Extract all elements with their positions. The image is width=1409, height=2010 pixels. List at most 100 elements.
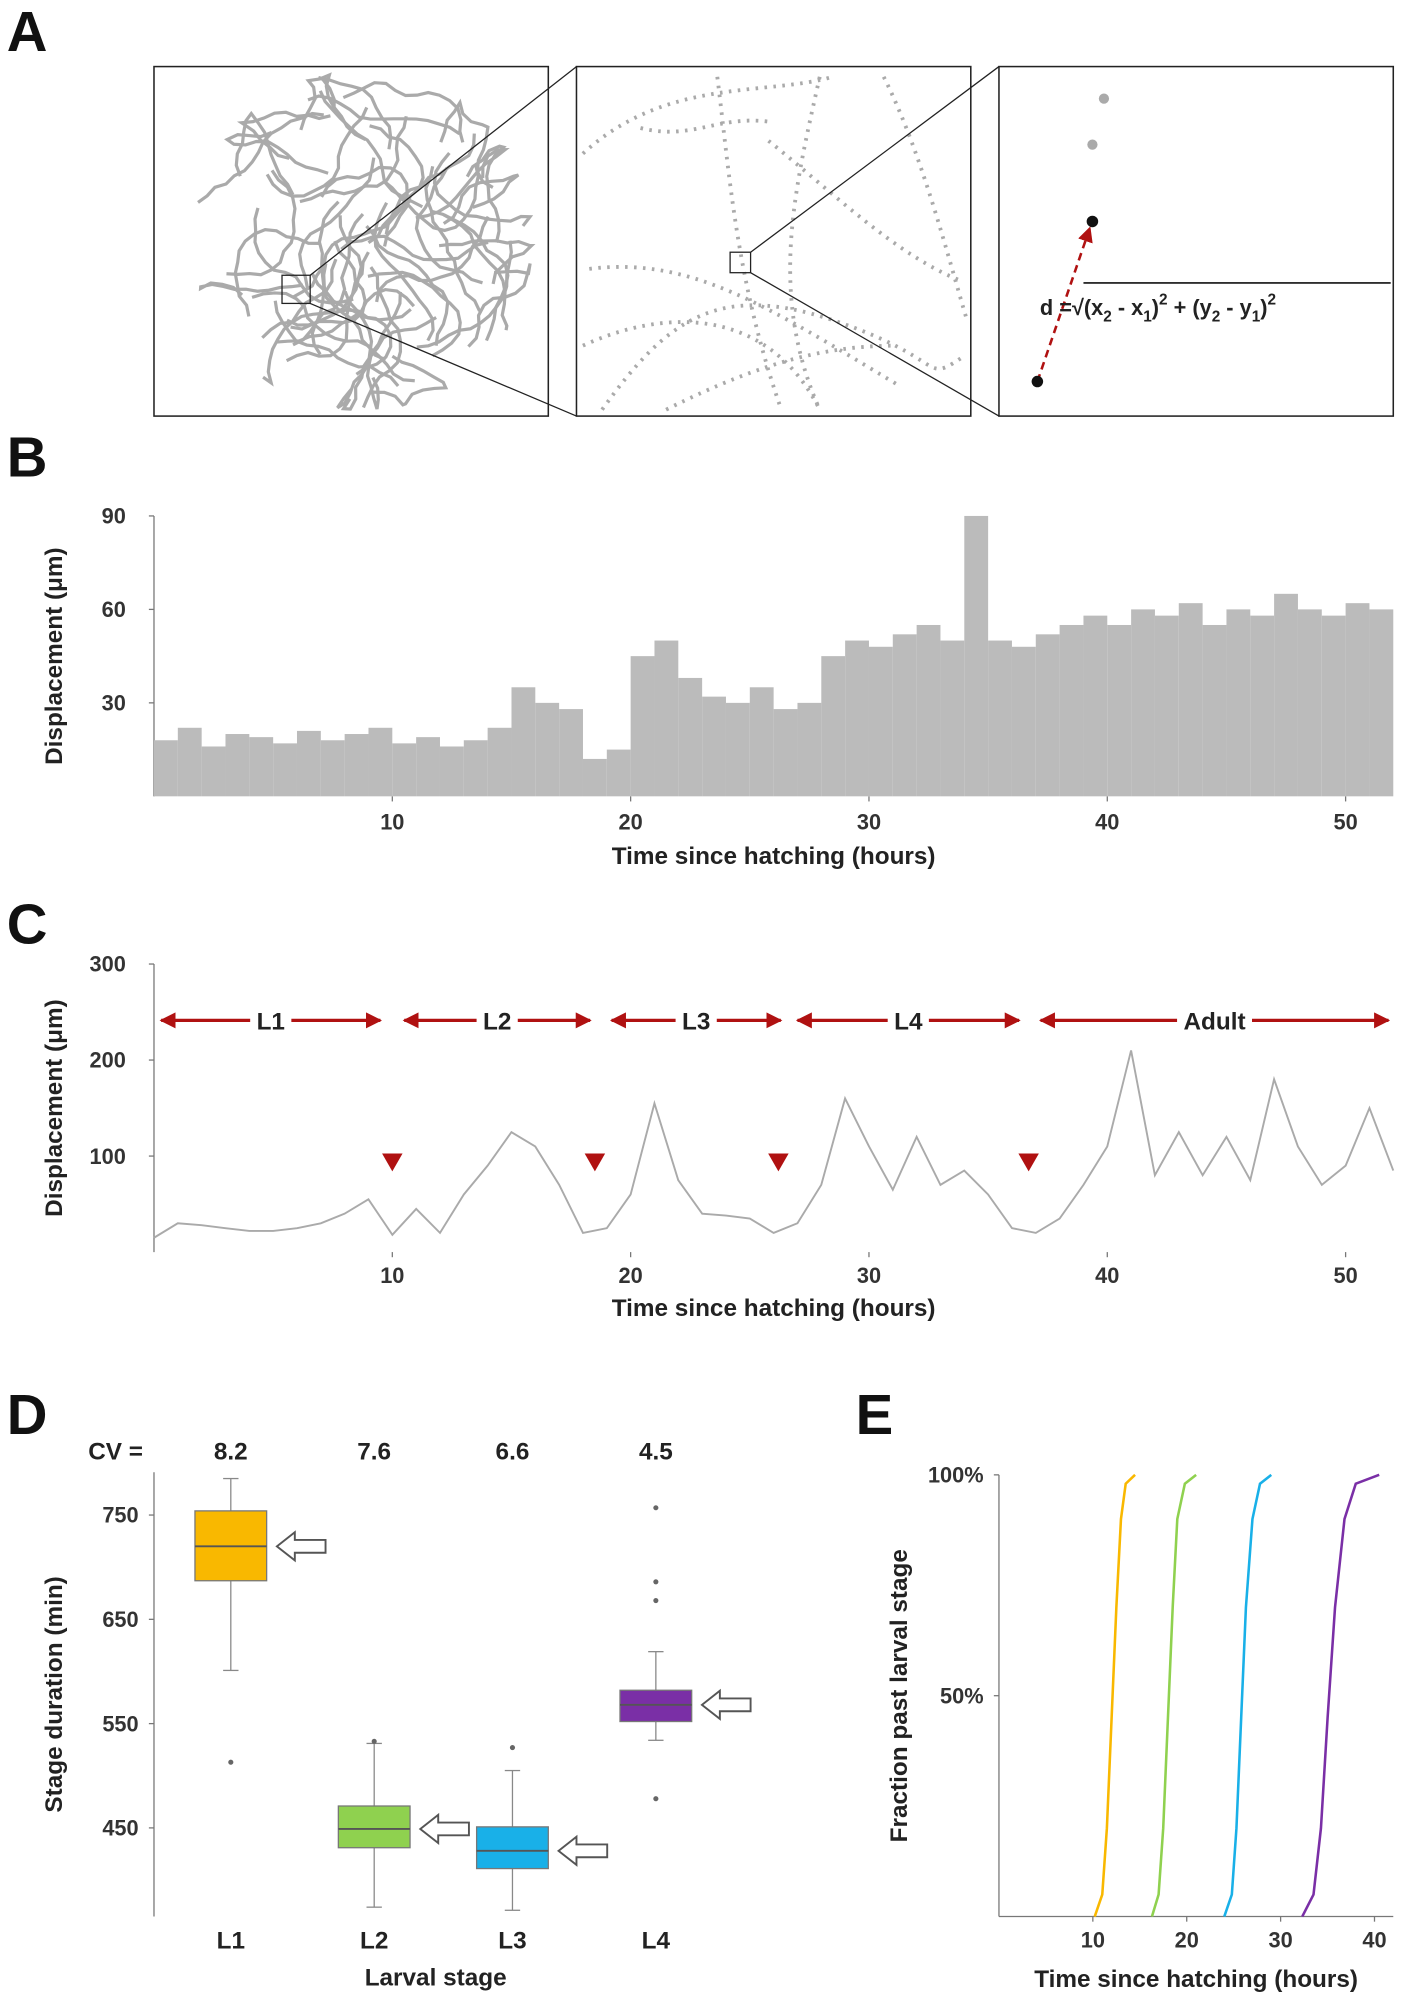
bar [821, 656, 846, 797]
x-axis-title: Time since hatching (hours) [1034, 1966, 1358, 1993]
cv-value: 8.2 [214, 1438, 248, 1465]
bar [725, 702, 750, 797]
y-tick-label: 50% [940, 1683, 984, 1708]
x-tick-label: L3 [498, 1928, 526, 1955]
trajectory [298, 157, 376, 288]
outlier [653, 1505, 659, 1511]
trajectory [372, 354, 449, 407]
trajectory [251, 291, 387, 362]
bar [249, 737, 274, 797]
bar [273, 743, 297, 797]
stage-label: L2 [483, 1008, 511, 1035]
y-tick-label: 30 [102, 691, 126, 716]
trajectory [432, 151, 534, 227]
bar [296, 730, 321, 797]
bar [463, 740, 488, 797]
trajectory [465, 144, 507, 243]
trajectory [197, 111, 324, 204]
zoom-box [281, 274, 311, 305]
formula-part: 2 [1267, 292, 1276, 309]
bar [153, 740, 178, 797]
frame [153, 65, 550, 417]
stage-label-bg [250, 1007, 292, 1034]
y-tick-label: 100 [90, 1144, 126, 1169]
line [1223, 1473, 1273, 1917]
trajectory [273, 300, 400, 388]
bar [201, 746, 226, 797]
stage-label-bg [675, 1007, 717, 1034]
y-tick-label: 450 [102, 1816, 138, 1841]
bar [797, 702, 822, 797]
bar [392, 743, 417, 797]
trajectory [311, 273, 393, 376]
trajectory [365, 225, 450, 346]
molt-marker [768, 1153, 789, 1172]
molt-marker [1018, 1153, 1039, 1172]
formula-part: + (y [1168, 295, 1212, 320]
x-tick-label: 10 [380, 1263, 404, 1288]
y-tick-label: 200 [90, 1048, 126, 1073]
trajectory [340, 234, 489, 262]
bar [1202, 624, 1227, 797]
trajectory [307, 94, 461, 136]
point [1087, 139, 1098, 150]
bar [1345, 603, 1370, 797]
trajectory [198, 281, 304, 297]
bar [1178, 603, 1203, 797]
trajectory [285, 251, 370, 363]
formula-part: - x [1112, 295, 1143, 320]
panel-a: d =√(x2 - x1)2 + (y2 - y1)2 [153, 65, 1395, 417]
panel-label: D [7, 1383, 48, 1446]
outlier [371, 1738, 377, 1744]
x-tick-label: 40 [1095, 810, 1119, 835]
outlier [653, 1796, 659, 1802]
x-tick-label: 20 [619, 810, 643, 835]
zoom-line [750, 272, 1000, 417]
y-tick-label: 100% [928, 1463, 984, 1488]
trajectory [262, 258, 338, 387]
trajectory [291, 200, 411, 299]
x-tick-label: 20 [619, 1263, 643, 1288]
bar [368, 727, 393, 797]
bar [344, 734, 369, 797]
trajectory [640, 118, 769, 134]
point [1098, 93, 1110, 104]
trajectory [788, 76, 822, 411]
stage-label: L4 [894, 1008, 923, 1035]
bar [1369, 609, 1394, 797]
trajectories-zoom [581, 74, 969, 412]
x-axis-title: Time since hatching (hours) [612, 843, 936, 870]
x-tick-label: 20 [1175, 1927, 1199, 1952]
trajectory [414, 166, 483, 285]
trajectory [342, 81, 465, 143]
bar [964, 515, 989, 797]
outlier [509, 1745, 516, 1751]
formula-part: - y [1220, 295, 1251, 320]
trajectory [382, 164, 480, 233]
outlier [653, 1598, 659, 1604]
y-axis-title: Stage duration (min) [41, 1576, 68, 1812]
y-axis-title: Displacement (μm) [41, 547, 68, 765]
trajectory [582, 320, 822, 411]
box [619, 1689, 693, 1723]
bar [439, 746, 464, 797]
pointer-arrow [700, 1688, 752, 1721]
stage-label-bg [1177, 1007, 1252, 1034]
point [1031, 375, 1044, 388]
bar [1154, 615, 1179, 797]
bar [487, 727, 512, 797]
y-tick-label: 90 [102, 504, 126, 529]
panel-label: A [7, 0, 48, 63]
trajectory [438, 239, 536, 285]
pointer-arrow [556, 1834, 609, 1867]
x-tick-label: 40 [1362, 1927, 1386, 1952]
point [1086, 215, 1099, 228]
bar [1321, 615, 1346, 797]
formula-part: 1 [1252, 308, 1261, 325]
stage-label-bg [476, 1007, 518, 1034]
panel-label: B [7, 425, 48, 488]
molt-marker [584, 1153, 606, 1172]
bar [511, 687, 536, 797]
frame [998, 65, 1395, 417]
